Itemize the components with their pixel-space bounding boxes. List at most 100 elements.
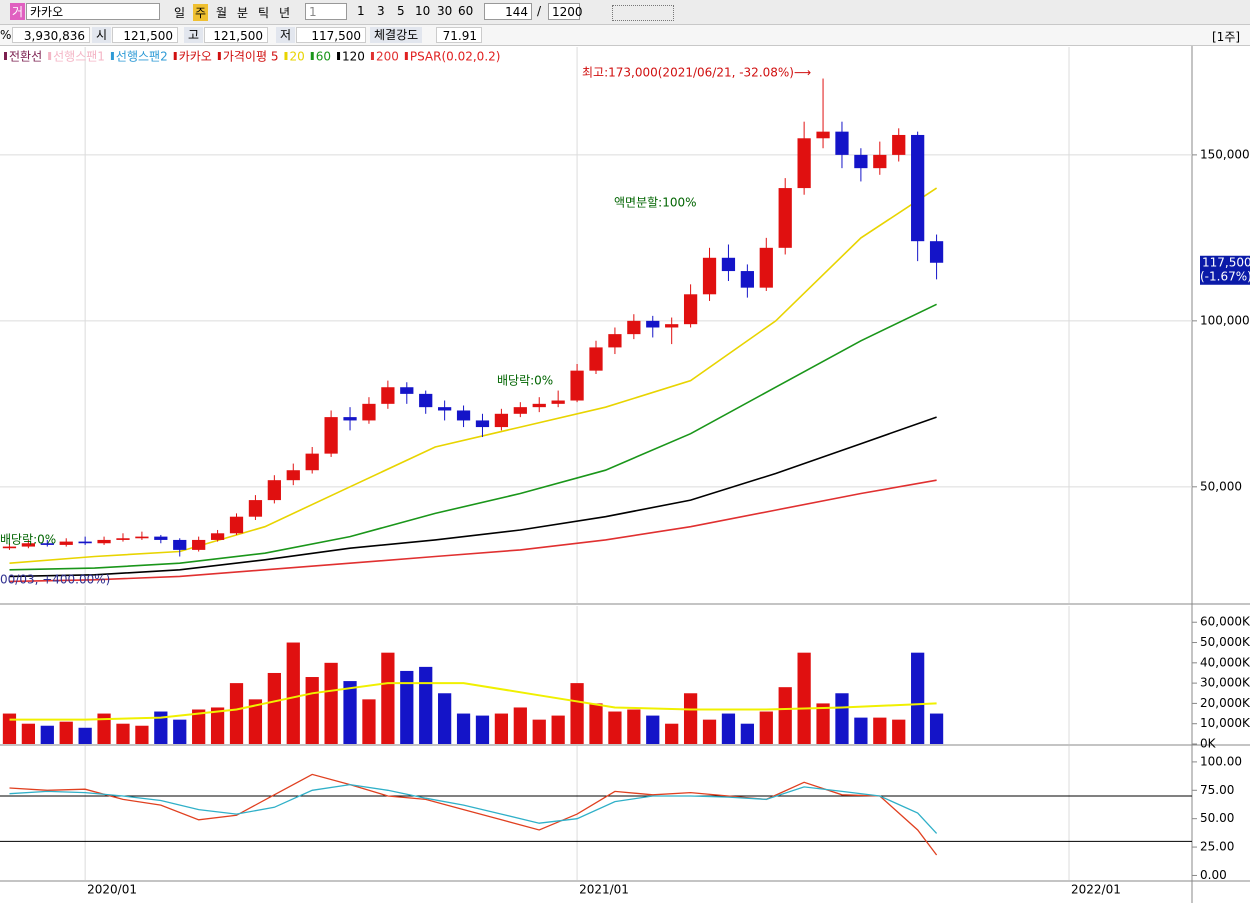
- volume: 3,930,836: [12, 27, 90, 43]
- y-tick-label: 30,000K: [1200, 676, 1250, 690]
- tool-icons[interactable]: [612, 5, 674, 21]
- annotation: 배당락:0%: [497, 374, 553, 388]
- period[interactable]: 월: [216, 6, 228, 20]
- y-tick-label: 75.00: [1200, 783, 1234, 797]
- candle-body: [816, 131, 830, 139]
- line: [9, 682, 937, 721]
- volume-bar: [59, 721, 73, 744]
- legend-swatch: [310, 52, 314, 60]
- candle-body: [267, 480, 281, 501]
- annotation: 액면분할:100%: [614, 196, 697, 210]
- legend-swatch: [337, 52, 341, 60]
- market-badge[interactable]: 거: [10, 3, 26, 20]
- candle-body: [854, 154, 868, 169]
- candle-body: [683, 294, 698, 325]
- candle-body: [78, 541, 92, 544]
- multiplier[interactable]: 1: [305, 3, 347, 20]
- legend-swatch: [48, 52, 52, 60]
- high: 121,500: [204, 27, 268, 43]
- candle-body: [627, 320, 641, 335]
- volume-bar: [551, 715, 565, 744]
- strength: 71.91: [436, 27, 482, 43]
- y-tick-label: 0K: [1200, 737, 1217, 751]
- volume-bar: [456, 713, 471, 744]
- legend-label: 가격이평 5: [223, 50, 279, 64]
- y-tick-label: 25.00: [1200, 840, 1234, 854]
- volume-bar: [438, 693, 452, 744]
- volume-bar: [608, 711, 622, 744]
- candle-body: [608, 334, 622, 348]
- volume-bar: [97, 713, 111, 744]
- volume-bar: [40, 725, 54, 744]
- legend-label: 120: [342, 50, 365, 64]
- period[interactable]: 틱: [258, 6, 270, 20]
- line: [9, 479, 937, 583]
- legend-label: 카카오: [179, 50, 212, 64]
- period[interactable]: 년: [279, 6, 291, 20]
- volume-bar: [305, 677, 319, 744]
- volume-bar: [892, 719, 906, 744]
- interval[interactable]: 5: [397, 4, 405, 18]
- volume-bar: [665, 723, 679, 744]
- candle-body: [116, 538, 130, 540]
- volume-bar: [854, 717, 868, 744]
- legend-swatch: [370, 52, 374, 60]
- high-label: 고: [184, 27, 204, 43]
- candle-body: [665, 324, 679, 328]
- candle-body: [646, 320, 660, 328]
- candle-body: [589, 347, 603, 371]
- interval[interactable]: 10: [415, 4, 431, 18]
- legend-label: 선행스팬2: [116, 49, 168, 64]
- y-tick-label: 100.00: [1200, 754, 1242, 768]
- period[interactable]: 주: [193, 4, 209, 21]
- interval[interactable]: 1: [357, 4, 365, 18]
- candle-body: [154, 536, 168, 540]
- line: [9, 416, 937, 578]
- stock-name[interactable]: 카카오: [26, 3, 160, 20]
- period[interactable]: 일: [174, 6, 186, 20]
- period[interactable]: 분: [237, 6, 249, 20]
- candle-body: [721, 257, 736, 272]
- y-tick-label: 50,000K: [1200, 635, 1250, 649]
- candle-body: [438, 407, 452, 411]
- volume-bar: [21, 723, 36, 744]
- volume-bar: [400, 670, 414, 744]
- y-tick-label: 50.00: [1200, 811, 1234, 825]
- volume-bar: [229, 683, 244, 744]
- strength-label: 체결강도: [370, 27, 423, 43]
- candle-body: [532, 403, 546, 408]
- separator: /: [537, 4, 542, 18]
- low-label: 저: [276, 27, 296, 43]
- count-input[interactable]: 144: [484, 3, 532, 20]
- candle-body: [570, 370, 584, 401]
- candle-body: [324, 417, 338, 454]
- candle-body: [475, 420, 490, 428]
- interval[interactable]: 30: [437, 4, 453, 18]
- volume-bar: [173, 719, 187, 744]
- candle-body: [59, 541, 73, 545]
- info-bar: % 3,930,836 시 121,500 고 121,500 저 117,50…: [0, 25, 1250, 46]
- legend-swatch: [173, 52, 177, 60]
- annotation: 배당락:0%: [0, 533, 56, 547]
- y-tick-label: 40,000K: [1200, 655, 1250, 669]
- volume-bar: [816, 703, 830, 744]
- interval[interactable]: 3: [377, 4, 385, 18]
- line: [9, 187, 938, 564]
- y-tick-label: 20,000K: [1200, 696, 1250, 710]
- last-change-label: (-1.67%): [1200, 269, 1250, 283]
- volume-bar: [154, 711, 168, 744]
- candle-body: [835, 131, 849, 155]
- unit[interactable]: [1주]: [1212, 30, 1241, 44]
- legend-swatch: [404, 52, 408, 60]
- total-input[interactable]: 1200: [548, 3, 583, 20]
- volume-bar: [135, 725, 149, 744]
- volume-bar: [721, 713, 736, 744]
- volume-bar: [192, 709, 206, 744]
- volume-bar: [627, 709, 641, 744]
- volume-bar: [2, 713, 17, 744]
- candle-body: [192, 539, 206, 550]
- candle-body: [286, 470, 300, 481]
- last-price-box: [1200, 255, 1250, 285]
- interval[interactable]: 60: [458, 4, 474, 18]
- volume-bar: [911, 652, 925, 744]
